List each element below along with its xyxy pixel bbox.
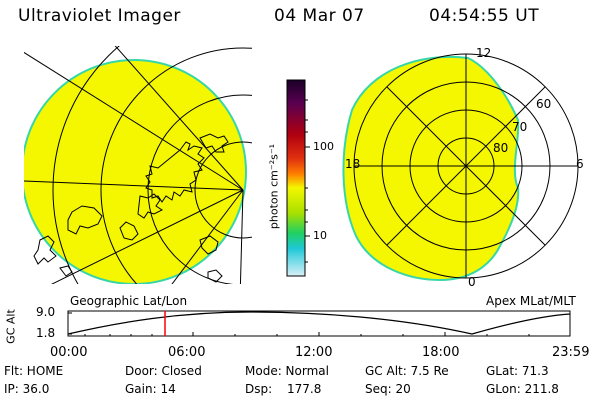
right-panel-label: Apex MLat/MLT bbox=[486, 294, 576, 308]
info-door: Door: Closed bbox=[125, 364, 202, 378]
altitude-xtick-3: 18:00 bbox=[422, 345, 460, 360]
mlt-label-0: 0 bbox=[468, 275, 476, 289]
info-gain: Gain: 14 bbox=[125, 382, 176, 396]
mlt-label-12: 12 bbox=[476, 46, 492, 60]
altitude-xtick-0: 00:00 bbox=[50, 345, 88, 360]
mlat-label-70: 70 bbox=[512, 120, 528, 134]
altitude-curve bbox=[67, 311, 571, 335]
altitude-xtick-2: 12:00 bbox=[295, 345, 333, 360]
altitude-x-ticks bbox=[67, 332, 571, 336]
info-ip: IP: 36.0 bbox=[4, 382, 50, 396]
info-seq: Seq: 20 bbox=[365, 382, 411, 396]
altitude-xtick-4: 23:59 bbox=[552, 345, 590, 360]
polar-aurora-fill bbox=[342, 55, 520, 282]
geo-lat-circles bbox=[52, 46, 252, 284]
altitude-ylabel-wrap: GC Alt bbox=[4, 309, 18, 344]
mlt-label-6: 6 bbox=[576, 157, 584, 171]
info-mode: Mode: Normal bbox=[245, 364, 329, 378]
time-label: 04:54:55 UT bbox=[429, 6, 540, 26]
info-dsp-value: 177.8 bbox=[287, 382, 322, 396]
polar-grid bbox=[353, 53, 579, 279]
geographic-image bbox=[24, 46, 252, 284]
mlt-label-18: 18 bbox=[345, 157, 361, 171]
colorbar bbox=[286, 79, 306, 277]
altitude-ytick-bottom: 1.8 bbox=[36, 326, 56, 340]
geo-coastlines bbox=[33, 133, 229, 283]
info-flight: Flt: HOME bbox=[4, 364, 64, 378]
altitude-plot-frame bbox=[67, 310, 571, 337]
left-panel-label: Geographic Lat/Lon bbox=[70, 294, 188, 308]
info-glon: GLon: 211.8 bbox=[486, 382, 559, 396]
altitude-ytick-top: 9.0 bbox=[36, 305, 56, 319]
polar-image bbox=[342, 55, 520, 282]
colorbar-unit-wrap: photon cm⁻²s⁻¹ bbox=[253, 144, 293, 229]
mlat-label-60: 60 bbox=[536, 97, 552, 111]
geo-lon-lines bbox=[24, 46, 244, 284]
instrument-title: Ultraviolet Imager bbox=[18, 6, 181, 26]
info-dsp-label: Dsp: bbox=[245, 382, 273, 396]
uvi-earth-disk bbox=[24, 59, 247, 284]
colorbar-tick-100: 100 bbox=[313, 140, 334, 153]
altitude-ylabel: GC Alt bbox=[4, 309, 18, 344]
colorbar-ticks bbox=[305, 99, 310, 263]
info-glat: GLat: 71.3 bbox=[486, 364, 549, 378]
date-label: 04 Mar 07 bbox=[274, 6, 365, 26]
colorbar-unit: photon cm⁻²s⁻¹ bbox=[267, 143, 281, 230]
colorbar-tick-10: 10 bbox=[313, 229, 327, 242]
altitude-xtick-1: 06:00 bbox=[168, 345, 206, 360]
mlat-label-80: 80 bbox=[493, 141, 509, 155]
info-gc-alt: GC Alt: 7.5 Re bbox=[365, 364, 449, 378]
